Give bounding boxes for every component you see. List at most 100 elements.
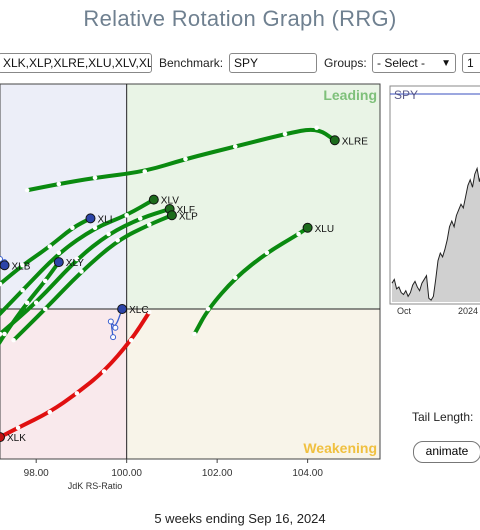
spy-x-tick-label: Oct [397,306,412,316]
trail-point-xlc [110,334,117,341]
trail-point-xlv [92,225,98,231]
head-xly[interactable] [53,257,64,268]
trail-point-xli [47,244,53,249]
groups-label: Groups: [324,56,367,70]
trail-point-xly [42,278,48,284]
head-xlu[interactable] [302,222,313,233]
quadrant-weakening [126,309,381,459]
tail-select[interactable]: 1 [462,53,480,73]
trail-point-xlre [314,125,319,131]
label-xlb: XLB [12,261,31,272]
groups-select-value: - Select - [377,56,426,70]
trail-point-xlk [128,337,134,343]
trail-point-xlp [115,237,120,243]
trail-point-xlre [142,169,148,174]
trail-xli [0,216,93,286]
trail-point-xlv [124,212,129,218]
trail-point-xlf [33,300,39,306]
trail-point-xlv [20,287,25,293]
symbols-input[interactable]: XLK,XLP,XLRE,XLU,XLV,XL [0,53,152,73]
label-xlre: XLRE [342,136,368,147]
head-xlk[interactable] [0,432,5,443]
benchmark-chart-title: SPY [394,88,418,102]
label-xlp: XLP [179,211,198,222]
x-tick-label: 104.00 [292,468,323,479]
trail-point-xlc [107,318,114,325]
label-xlu: XLU [315,224,334,235]
trail-point-xlk [47,409,53,415]
spy-line [391,166,480,301]
benchmark-input-value: SPY [234,56,259,70]
trail-point-xlu [264,250,270,256]
trail-xly [0,260,61,346]
trail-point-xlu [296,231,301,237]
trail-point-xlk [74,391,80,396]
trail-xlu [192,225,310,336]
head-xlp[interactable] [166,210,177,221]
spy-x-tick-label: 2024 [458,306,478,316]
trail-point-xlk [101,369,107,374]
animate-button[interactable]: animate [413,441,480,463]
x-tick-label: 98.00 [24,468,49,479]
trail-point-xlf [74,256,80,262]
quadrant-label-leading: Leading [323,87,377,103]
benchmark-input[interactable]: SPY [229,53,317,73]
trail-point-xlre [56,181,62,187]
label-xli: XLI [97,214,112,225]
head-xli[interactable] [85,213,96,224]
trail-point-xlu [232,275,238,281]
trail-point-xlk [15,425,21,431]
spy-area [392,168,480,302]
x-tick-label: 100.00 [111,468,142,479]
trail-point-xlv [56,250,62,256]
footer-caption: 5 weeks ending Sep 16, 2024 [154,511,326,526]
trail-point-xlre [24,187,30,193]
trail-point-xlk [146,309,152,315]
trail-point-xlu [192,331,197,337]
trail-point-xli [0,281,3,287]
tail-length-label: Tail Length: [412,410,474,424]
groups-select[interactable]: - Select - ▼ [372,53,456,73]
trail-point-xlre [183,156,188,162]
head-xlre[interactable] [329,135,340,146]
page-title: Relative Rotation Graph (RRG) [83,6,397,31]
quadrant-leading [126,84,381,309]
label-xly: XLY [66,258,84,269]
trail-point-xli [20,262,25,268]
trail-point-xlb [0,256,3,262]
trail-point-xly [24,300,30,306]
label-xlf: XLF [177,205,195,216]
trail-point-xlf [106,231,111,237]
rrg-chart[interactable]: Leading Weakening 98.00 100.00 102.00 104.00 J… [0,0,480,500]
head-xlv[interactable] [148,194,159,205]
head-xlb[interactable] [0,260,10,271]
x-axis-label: JdK RS-Ratio [68,481,123,491]
benchmark-label: Benchmark: [159,56,224,70]
trail-point-xly [2,331,7,337]
label-xlc: XLC [129,305,148,316]
trail-xlk [0,310,152,440]
trail-point-xlp [11,337,16,343]
plot-frame [0,83,381,460]
trail-xlp [11,213,174,343]
trail-point-xlre [92,175,98,181]
trail-point-xlc [112,324,119,331]
label-xlk: XLK [7,433,26,444]
head-xlc[interactable] [117,304,128,314]
trail-point-xlre [232,144,238,149]
chevron-down-icon: ▼ [441,58,451,69]
trail-point-xlf [0,331,3,337]
quadrant-label-weakening: Weakening [303,440,377,456]
symbols-input-value: XLK,XLP,XLRE,XLU,XLV,XL [3,56,152,70]
benchmark-chart: Oct 2024 SPY [389,85,480,316]
x-tick-label: 102.00 [202,468,233,479]
trail-point-xlf [137,216,143,221]
trail-point-xlp [79,269,84,274]
label-xlv: XLV [161,196,179,207]
trail-point-xlp [42,306,48,312]
trail-point-xlre [282,131,288,137]
trail-point-xli [70,225,75,231]
tail-select-value: 1 [467,56,474,70]
trail-xlre [25,127,337,193]
trail-point-xlu [205,306,211,312]
